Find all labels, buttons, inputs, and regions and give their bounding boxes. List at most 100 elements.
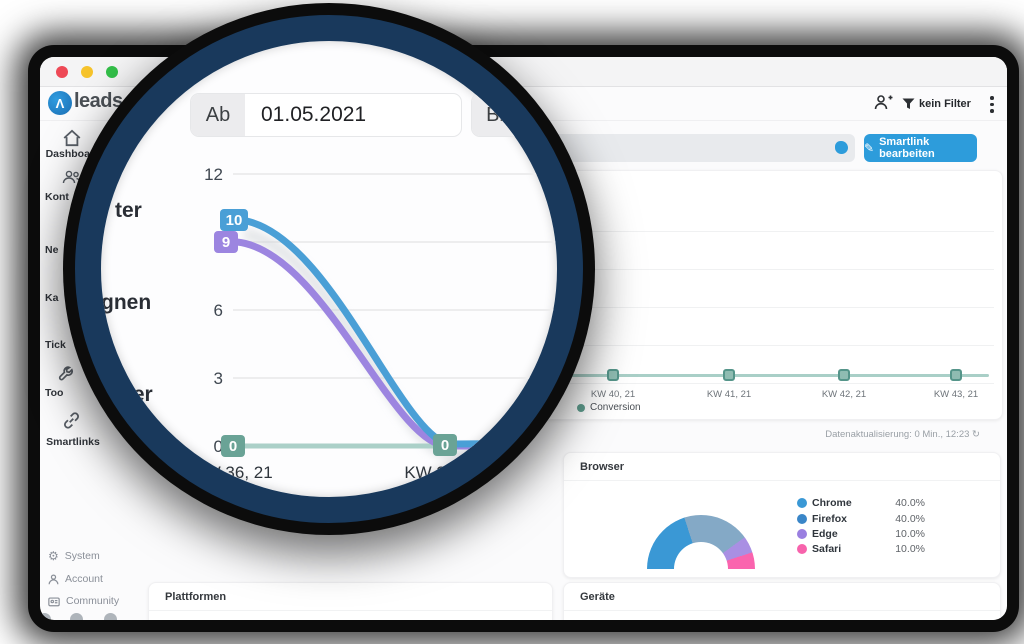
cut-off-icon bbox=[40, 613, 51, 620]
date-to-group[interactable]: Bis bbox=[471, 93, 557, 137]
maximize-button[interactable] bbox=[106, 66, 118, 78]
date-from-group[interactable]: Ab 01.05.2021 bbox=[190, 93, 462, 137]
x-tick-kw43: KW 43, 21 bbox=[933, 389, 979, 400]
divider bbox=[564, 480, 1000, 481]
browser-name: Firefox bbox=[812, 513, 848, 525]
community-icon bbox=[48, 596, 60, 607]
gridline bbox=[224, 383, 994, 384]
minimize-button[interactable] bbox=[81, 66, 93, 78]
browser-share: 10.0% bbox=[895, 528, 925, 540]
sidebar-item-community[interactable]: Community bbox=[48, 595, 119, 607]
x-tick-kw37: KW 37, 21 bbox=[404, 463, 484, 482]
value-badge-teal: 0 bbox=[433, 434, 457, 456]
legend-conversion: Conversion bbox=[590, 402, 641, 413]
divider bbox=[149, 610, 552, 611]
cut-off-icon bbox=[70, 613, 83, 620]
app-logo-text: leads bbox=[74, 90, 123, 112]
system-label: System bbox=[64, 550, 100, 562]
legend-row-chrome: Chrome 40.0% bbox=[797, 497, 927, 510]
x-tick-kw36: KW 36, 21 bbox=[193, 463, 273, 482]
browser-name: Safari bbox=[812, 543, 842, 555]
sidebar-item-contacts[interactable]: Kont bbox=[45, 191, 69, 203]
browser-card-title: Browser bbox=[580, 461, 625, 473]
magnified-sidebar-fragment: nter bbox=[113, 383, 153, 406]
data-point-marker bbox=[838, 369, 850, 381]
community-label: Community bbox=[66, 595, 120, 607]
sidebar-item-dashboard[interactable]: Dashboard bbox=[45, 148, 101, 160]
lens-line-chart bbox=[227, 216, 557, 461]
x-tick-kw41: KW 41, 21 bbox=[706, 389, 752, 400]
refresh-text: Datenaktualisierung: 0 Min., 12:23 bbox=[825, 429, 970, 440]
date-from-label: Ab bbox=[191, 94, 245, 136]
smartlink-edit-label: Smartlink bearbeiten bbox=[879, 136, 935, 160]
link-icon[interactable] bbox=[62, 412, 81, 429]
browser-share: 40.0% bbox=[895, 497, 925, 509]
legend-row-firefox: Firefox 40.0% bbox=[797, 513, 927, 526]
magnified-sidebar-fragment: ter bbox=[115, 199, 142, 222]
safari-icon bbox=[797, 544, 807, 554]
date-from-value[interactable]: 01.05.2021 bbox=[261, 103, 367, 126]
gridline bbox=[224, 231, 994, 232]
edit-icon: ✎ bbox=[864, 141, 875, 155]
smartlink-edit-button[interactable]: ✎ Smartlink bearbeiten bbox=[864, 134, 977, 162]
user-icon bbox=[48, 573, 59, 585]
gridline bbox=[233, 309, 557, 311]
person-add-icon[interactable] bbox=[873, 93, 893, 116]
divider bbox=[564, 610, 1000, 611]
refresh-icon[interactable]: ↻ bbox=[972, 429, 980, 440]
home-icon[interactable] bbox=[62, 129, 82, 147]
y-tick-12: 12 bbox=[204, 165, 223, 184]
sidebar-item-newsletter[interactable]: Ne bbox=[45, 244, 59, 256]
data-point-marker bbox=[723, 369, 735, 381]
kebab-menu-icon[interactable] bbox=[990, 96, 994, 113]
browser-share: 40.0% bbox=[895, 513, 925, 525]
data-point-marker bbox=[950, 369, 962, 381]
contacts-icon[interactable] bbox=[62, 169, 82, 185]
gear-icon: ⚙ bbox=[48, 549, 59, 563]
browser-card: Browser Chrome 40.0% Firefox 40.0% Edge … bbox=[563, 452, 1001, 578]
date-to-label: Bis bbox=[472, 94, 528, 136]
devices-card: Geräte bbox=[563, 582, 1001, 620]
gridline bbox=[233, 377, 557, 379]
sidebar-item-tickets[interactable]: Tick bbox=[45, 339, 66, 351]
gridline bbox=[224, 269, 994, 270]
platforms-card-title: Plattformen bbox=[165, 591, 227, 603]
sidebar-item-campaigns[interactable]: Ka bbox=[45, 292, 59, 304]
sidebar-item-system[interactable]: ⚙ System bbox=[48, 549, 100, 563]
copy-link-icon[interactable] bbox=[835, 141, 848, 154]
browser-share: 10.0% bbox=[895, 543, 925, 555]
chrome-icon bbox=[797, 498, 807, 508]
gridline bbox=[224, 345, 994, 346]
magnified-sidebar-fragment: gnen bbox=[101, 291, 152, 314]
sidebar-item-smartlinks[interactable]: Smartlinks bbox=[46, 436, 100, 448]
legend-dot bbox=[577, 404, 585, 412]
data-refresh-note: Datenaktualisierung: 0 Min., 12:23 ↻ bbox=[780, 429, 980, 440]
close-button[interactable] bbox=[56, 66, 68, 78]
value-badge-purple: 9 bbox=[214, 231, 238, 253]
tools-icon[interactable] bbox=[58, 365, 76, 383]
filter-status-label[interactable]: kein Filter bbox=[919, 98, 971, 110]
devices-card-title: Geräte bbox=[580, 591, 615, 603]
legend-row-edge: Edge 10.0% bbox=[797, 528, 927, 541]
account-label: Account bbox=[65, 573, 103, 585]
gridline bbox=[233, 241, 557, 243]
y-tick-6: 6 bbox=[213, 301, 223, 320]
data-point-marker bbox=[607, 369, 619, 381]
app-logo-icon: Λ bbox=[48, 91, 72, 115]
x-tick-kw42: KW 42, 21 bbox=[821, 389, 867, 400]
sidebar-item-account[interactable]: Account bbox=[48, 573, 103, 585]
value-badge-blue: 10 bbox=[220, 209, 248, 231]
legend-row-safari: Safari 10.0% bbox=[797, 543, 927, 556]
edge-icon bbox=[797, 529, 807, 539]
conversion-line bbox=[429, 374, 989, 377]
gridline bbox=[233, 173, 557, 175]
x-tick-kw40: KW 40, 21 bbox=[590, 389, 636, 400]
y-tick-3: 3 bbox=[213, 369, 223, 388]
platforms-card: Plattformen bbox=[148, 582, 553, 620]
browser-name: Edge bbox=[812, 528, 838, 540]
magnifier-lens: Ab 01.05.2021 Bis ter gnen nter 12 9 6 3… bbox=[75, 15, 583, 523]
firefox-icon bbox=[797, 514, 807, 524]
sidebar-item-tools[interactable]: Too bbox=[45, 387, 64, 399]
filter-icon[interactable] bbox=[902, 97, 915, 115]
